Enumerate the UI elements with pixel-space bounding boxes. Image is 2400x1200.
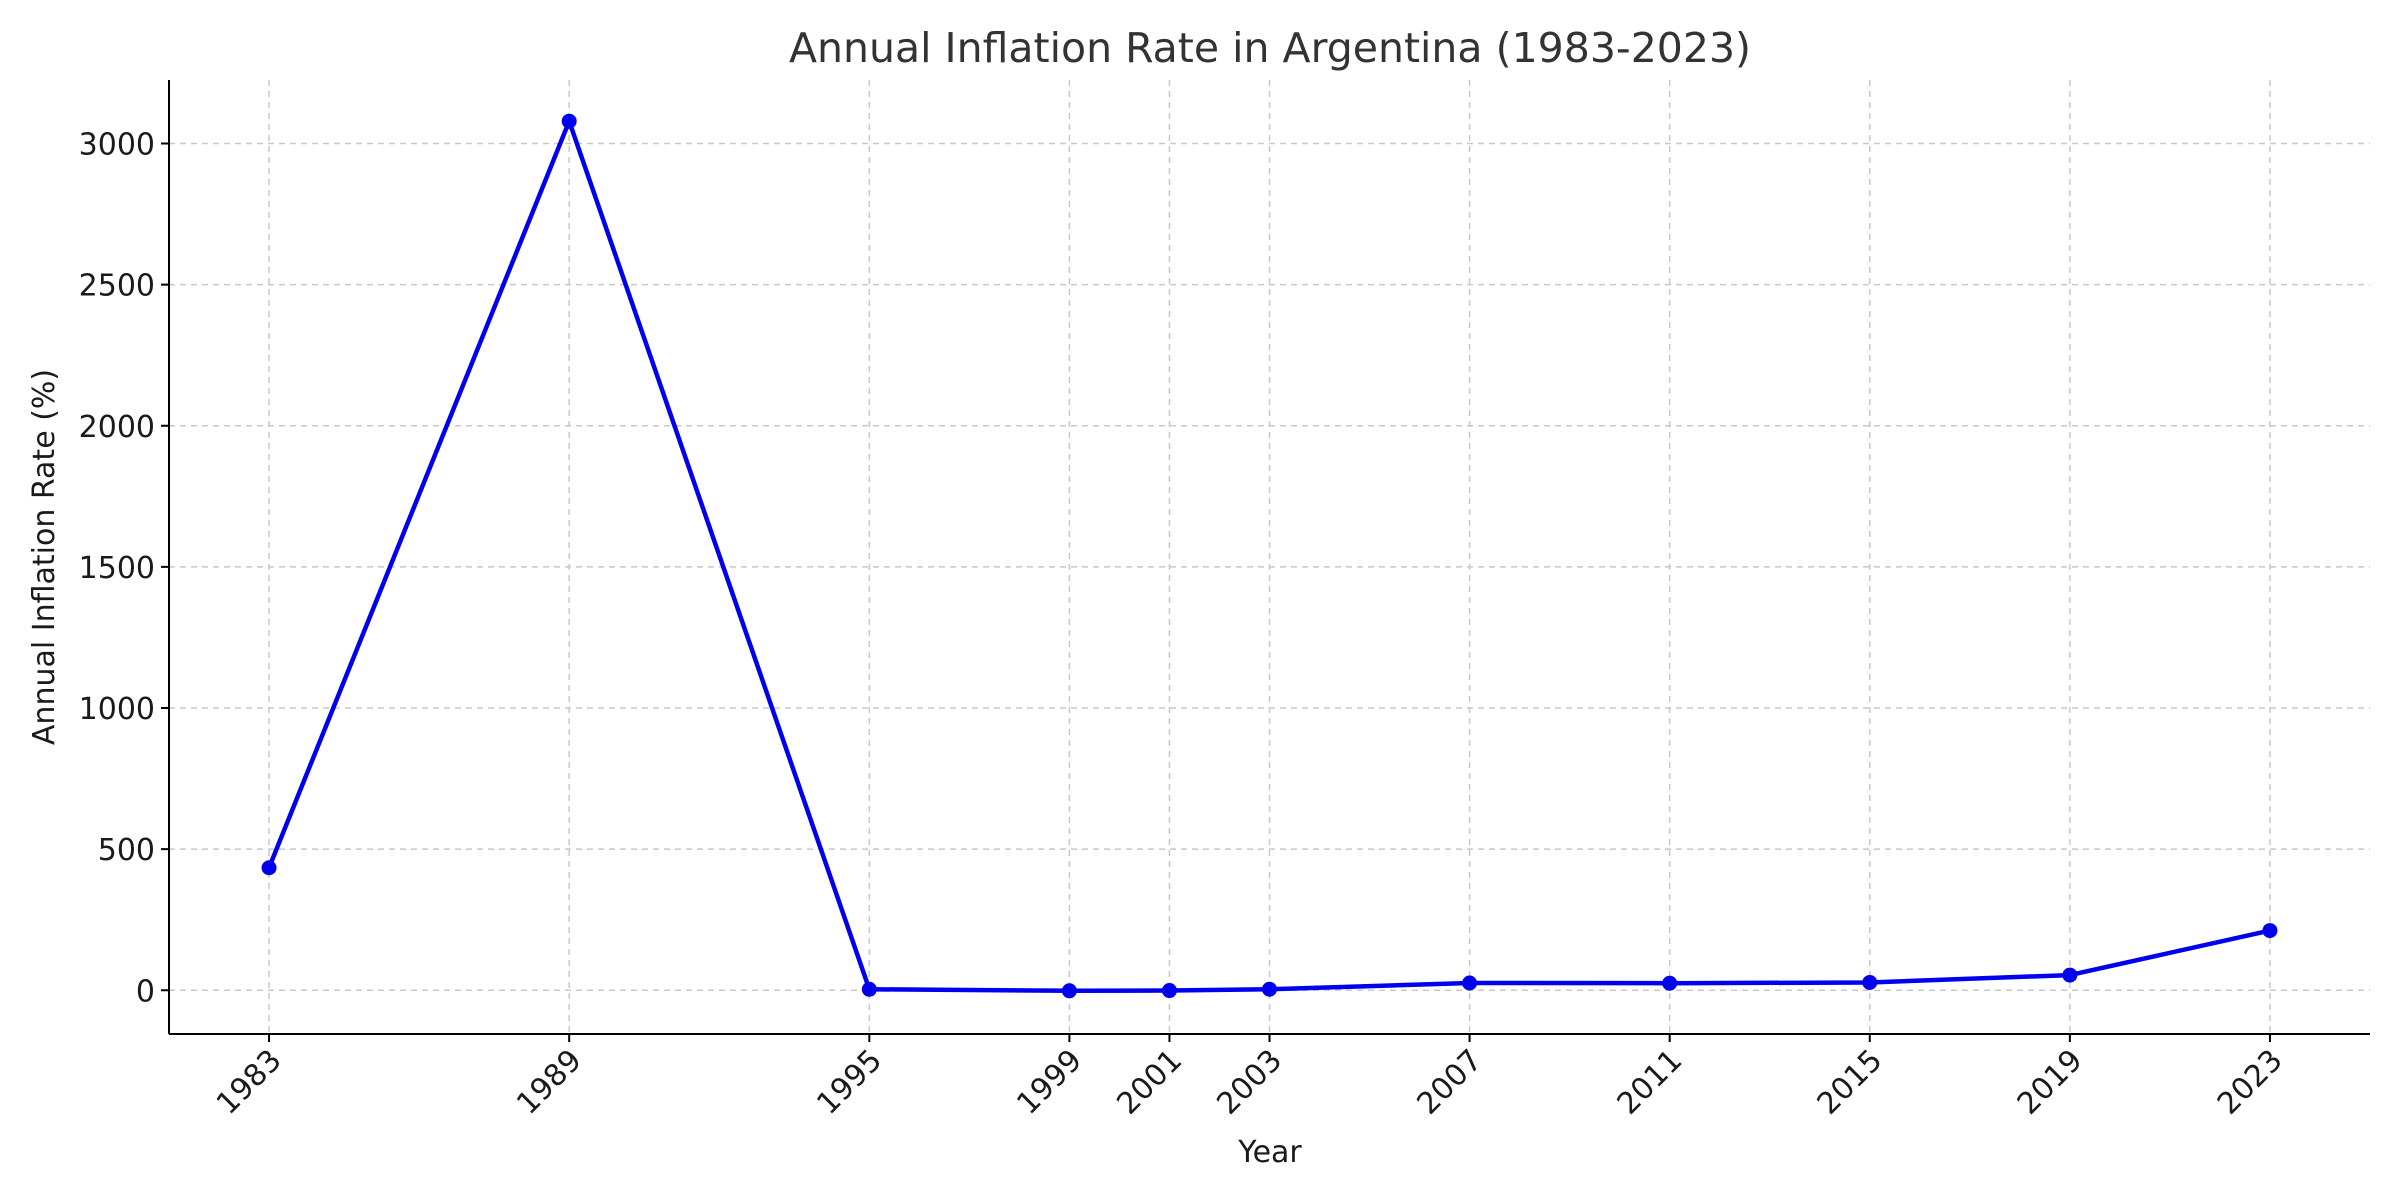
- chart-title: Annual Inflation Rate in Argentina (1983…: [789, 24, 1751, 72]
- y-tick-label: 1000: [79, 692, 155, 727]
- y-tick-label: 0: [136, 974, 155, 1009]
- data-point: [2062, 967, 2078, 983]
- data-point: [1262, 981, 1277, 997]
- x-tick-label: 2003: [1210, 1043, 1289, 1122]
- data-point: [261, 860, 277, 876]
- data-point: [1462, 975, 1478, 991]
- y-tick-label: 1500: [79, 551, 155, 586]
- data-point: [1662, 975, 1678, 991]
- data-point: [1061, 983, 1077, 999]
- x-tick-label: 2019: [2011, 1043, 2090, 1122]
- grid: [169, 80, 2370, 1034]
- data-point: [2262, 923, 2278, 939]
- x-tick-label: 1995: [810, 1043, 889, 1122]
- data-point: [861, 981, 877, 997]
- data-point: [1862, 974, 1878, 990]
- y-tick-label: 2500: [79, 269, 155, 304]
- x-tick-label: 2011: [1611, 1043, 1690, 1122]
- ticks: 1983 1989 1995 1999 2001 2003 2007 2011 2015 2019…: [79, 128, 2290, 1122]
- data-point: [1161, 983, 1177, 999]
- x-tick-label: 1989: [510, 1043, 589, 1122]
- x-tick-label: 2001: [1110, 1043, 1189, 1122]
- y-tick-label: 2000: [79, 410, 155, 445]
- y-tick-label: 3000: [79, 128, 155, 163]
- x-tick-label: 1983: [210, 1043, 289, 1122]
- x-tick-label: 2023: [2211, 1043, 2290, 1122]
- x-axis-label: Year: [1237, 1135, 1302, 1170]
- y-tick-label: 500: [98, 833, 155, 868]
- x-tick-label: 1999: [1010, 1043, 1089, 1122]
- y-axis-label: Annual Inflation Rate (%): [27, 369, 62, 745]
- data-point: [561, 113, 577, 129]
- x-tick-label: 2015: [1811, 1043, 1890, 1122]
- series: [261, 113, 2278, 999]
- x-tick-label: 2007: [1411, 1043, 1490, 1122]
